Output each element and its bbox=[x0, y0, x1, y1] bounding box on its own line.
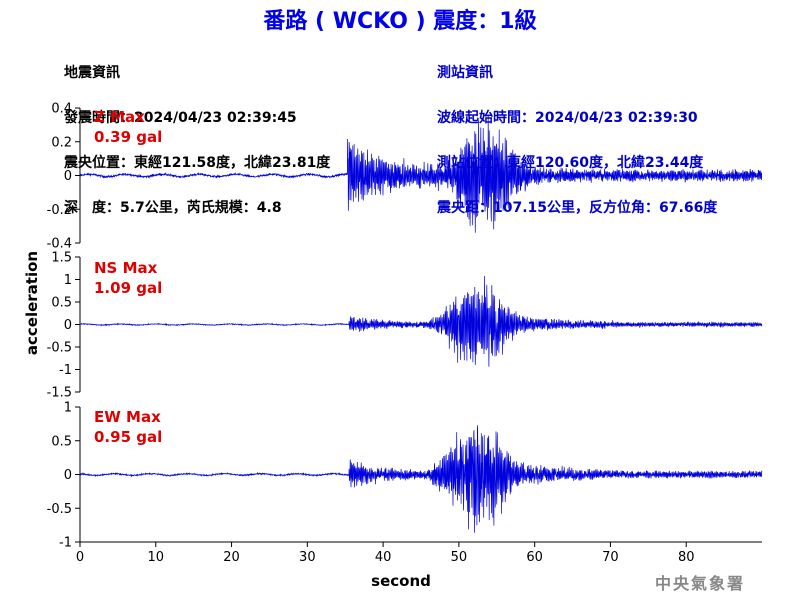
y-tick-label: -1.5 bbox=[47, 386, 72, 401]
y-tick-label: -1 bbox=[59, 536, 72, 551]
x-tick-label: 50 bbox=[451, 550, 468, 565]
y-tick-label: 0.2 bbox=[51, 135, 72, 150]
y-tick-label: 1 bbox=[64, 273, 72, 288]
event-info-heading: 地震資訊 bbox=[64, 65, 120, 81]
x-axis-label: second bbox=[371, 572, 431, 590]
trace-z bbox=[79, 114, 763, 233]
y-tick-label: -0.5 bbox=[47, 502, 72, 517]
x-tick-label: 0 bbox=[76, 550, 84, 565]
ew-max-label: EW Max 0.95 gal bbox=[94, 407, 162, 447]
y-tick-label: 0.4 bbox=[51, 102, 72, 117]
ns-max-value: 1.09 gal bbox=[94, 279, 163, 297]
x-tick-label: 10 bbox=[148, 550, 165, 565]
x-tick-label: 20 bbox=[223, 550, 240, 565]
origin-time: 發震時間：2024/04/23 02:39:45 bbox=[64, 110, 297, 126]
y-tick-label: 1 bbox=[64, 401, 72, 416]
ew-max-title: EW Max bbox=[94, 408, 161, 426]
y-tick-label: 0.5 bbox=[51, 296, 72, 311]
agency-watermark: 中央氣象署 bbox=[655, 574, 746, 593]
x-tick-label: 70 bbox=[602, 550, 619, 565]
depth-magnitude: 深 度：5.7公里，芮氏規模：4.8 bbox=[64, 200, 282, 216]
x-tick-label: 60 bbox=[526, 550, 543, 565]
y-tick-label: 1.5 bbox=[51, 251, 72, 266]
y-tick-label: 0.5 bbox=[51, 434, 72, 449]
traces-layer bbox=[79, 114, 763, 533]
ns-max-label: NS Max 1.09 gal bbox=[94, 258, 162, 298]
z-max-value: 0.39 gal bbox=[94, 128, 163, 146]
wave-start-time: 波線起始時間：2024/04/23 02:39:30 bbox=[437, 110, 698, 126]
y-tick-label: -1 bbox=[59, 363, 72, 378]
ew-max-value: 0.95 gal bbox=[94, 428, 163, 446]
trace-ew bbox=[79, 425, 763, 533]
y-tick-label: 0 bbox=[64, 169, 72, 184]
y-tick-label: -0.2 bbox=[47, 203, 72, 218]
y-axis-label: acceleration bbox=[23, 251, 41, 355]
x-tick-label: 30 bbox=[299, 550, 316, 565]
trace-ns bbox=[79, 275, 763, 367]
x-tick-label: 80 bbox=[678, 550, 695, 565]
chart-title: 番路 ( WCKO ) 震度：1級 bbox=[263, 9, 537, 34]
axes-layer: 0.40.20-0.2-0.41.510.50-0.5-1-1.510.50-0… bbox=[47, 102, 762, 565]
event-info: 地震資訊 發震時間：2024/04/23 02:39:45 震央位置：東經121… bbox=[64, 36, 330, 231]
epicenter-location: 震央位置：東經121.58度，北緯23.81度 bbox=[64, 155, 331, 171]
x-tick-label: 40 bbox=[375, 550, 392, 565]
z-max-title: Z Max bbox=[94, 108, 145, 126]
y-tick-label: 0 bbox=[64, 468, 72, 483]
y-tick-label: -0.5 bbox=[47, 341, 72, 356]
z-max-label: Z Max 0.39 gal bbox=[94, 107, 162, 147]
station-info-heading: 測站資訊 bbox=[437, 65, 493, 81]
y-tick-label: 0 bbox=[64, 318, 72, 333]
ns-max-title: NS Max bbox=[94, 259, 158, 277]
y-tick-label: -0.4 bbox=[47, 237, 72, 252]
